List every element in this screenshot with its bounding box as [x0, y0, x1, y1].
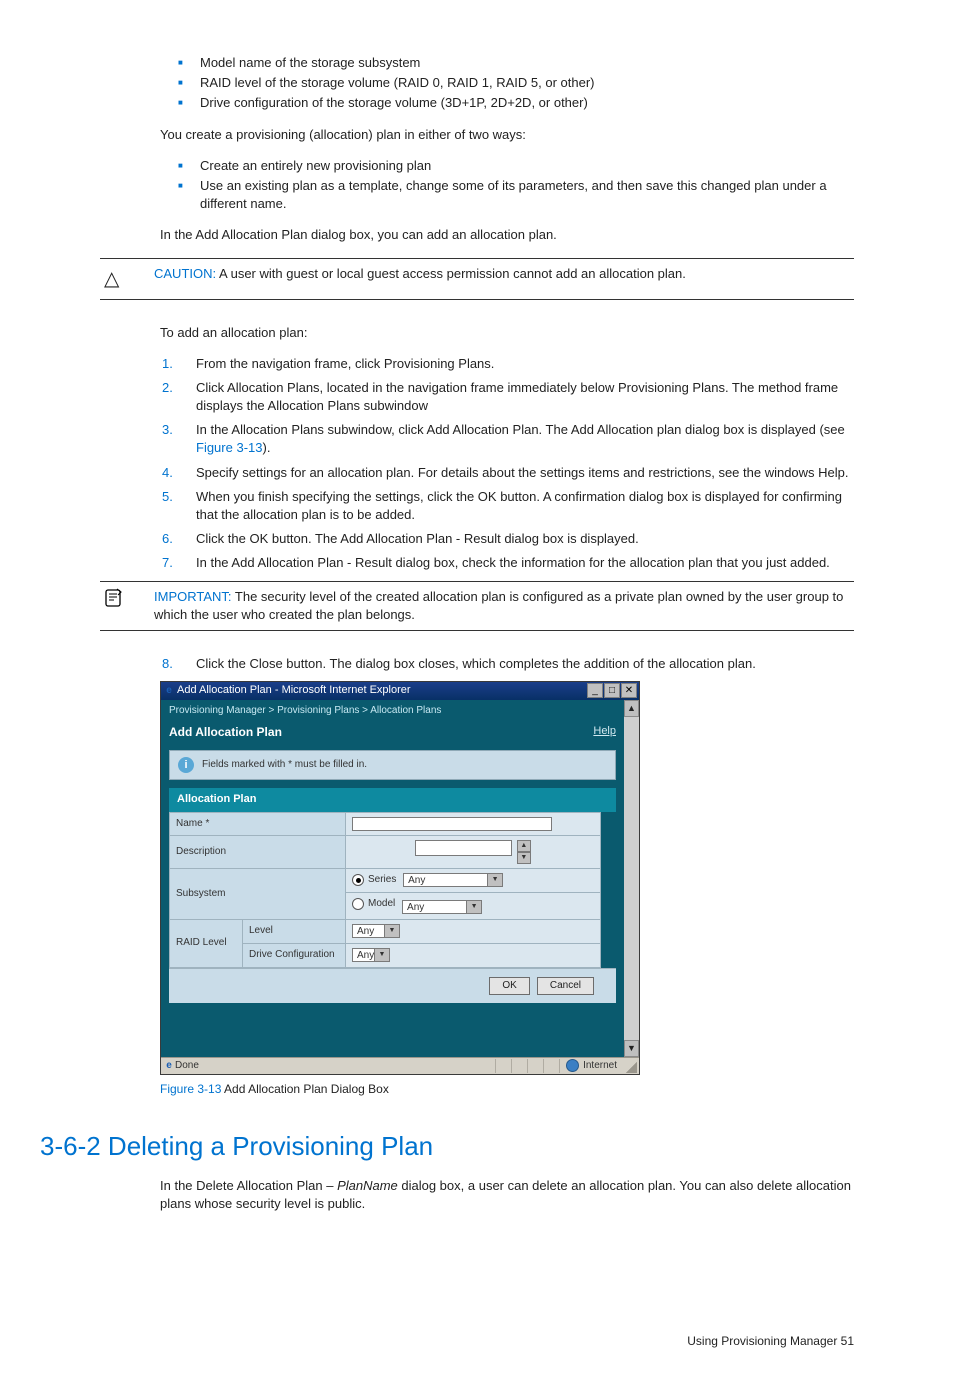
info-text: Fields marked with * must be filled in.	[202, 758, 367, 772]
label-level: Level	[243, 919, 346, 943]
radio-label: Series	[368, 873, 396, 887]
ie-logo-icon: e	[163, 685, 175, 697]
important-text: IMPORTANT: The security level of the cre…	[154, 588, 854, 624]
step-item: Click Allocation Plans, located in the n…	[196, 379, 854, 415]
status-cells	[495, 1059, 559, 1073]
series-dropdown[interactable]: Any	[403, 873, 503, 887]
step-text: ).	[262, 440, 270, 455]
description-input[interactable]	[415, 840, 512, 856]
scroll-track[interactable]	[624, 717, 639, 1040]
important-label: IMPORTANT:	[154, 589, 232, 604]
figure-number: Figure 3-13	[160, 1082, 221, 1096]
step-item: When you finish specifying the settings,…	[196, 488, 854, 524]
bullet-item: Create an entirely new provisioning plan	[200, 157, 854, 175]
window-client-area: ▲ ▼ Provisioning Manager > Provisioning …	[161, 700, 639, 1057]
help-link[interactable]: Help	[593, 724, 616, 741]
figure-caption: Figure 3-13 Add Allocation Plan Dialog B…	[160, 1081, 854, 1098]
vertical-scrollbar[interactable]: ▲ ▼	[624, 700, 639, 1057]
section-heading: 3-6-2 Deleting a Provisioning Plan	[40, 1128, 854, 1164]
status-text: Done	[175, 1059, 199, 1073]
status-bar: e Done Internet	[161, 1057, 639, 1074]
step-item: Click the OK button. The Add Allocation …	[196, 530, 854, 548]
caution-text: CAUTION: A user with guest or local gues…	[154, 265, 854, 283]
textarea-scroll[interactable]: ▲▼	[517, 840, 531, 864]
steps-list: From the navigation frame, click Provisi…	[160, 355, 854, 573]
globe-icon	[566, 1059, 579, 1072]
step-text: In the Allocation Plans subwindow, click…	[196, 422, 845, 437]
page-footer: Using Provisioning Manager 51	[100, 1333, 854, 1350]
radio-label: Model	[368, 897, 395, 911]
drivecfg-dropdown[interactable]: Any	[352, 948, 390, 962]
ok-button[interactable]: OK	[489, 977, 529, 995]
note-icon	[100, 588, 154, 615]
page-title: Add Allocation Plan	[169, 724, 282, 741]
bullet-item: Use an existing plan as a template, chan…	[200, 177, 854, 213]
close-button[interactable]: ✕	[621, 683, 637, 698]
figure-screenshot: e Add Allocation Plan - Microsoft Intern…	[160, 681, 854, 1075]
breadcrumb: Provisioning Manager > Provisioning Plan…	[161, 700, 624, 720]
name-input[interactable]	[352, 817, 552, 831]
figure-caption-text: Add Allocation Plan Dialog Box	[221, 1082, 388, 1096]
body-text: To add an allocation plan:	[160, 324, 854, 342]
label-subsystem: Subsystem	[170, 868, 346, 919]
scroll-up-icon[interactable]: ▲	[624, 700, 639, 717]
section-header: Allocation Plan	[169, 788, 616, 811]
caution-callout: △ CAUTION: A user with guest or local gu…	[100, 258, 854, 300]
step-item: In the Allocation Plans subwindow, click…	[196, 421, 854, 457]
label-raid: RAID Level	[170, 919, 243, 967]
empty-area	[169, 1003, 616, 1057]
bullet-item: Drive configuration of the storage volum…	[200, 94, 854, 112]
bullet-item: RAID level of the storage volume (RAID 0…	[200, 74, 854, 92]
info-bar: i Fields marked with * must be filled in…	[169, 750, 616, 780]
window-titlebar: e Add Allocation Plan - Microsoft Intern…	[161, 682, 639, 699]
series-radio[interactable]: Series	[352, 873, 396, 887]
label-drivecfg: Drive Configuration	[243, 943, 346, 967]
model-dropdown[interactable]: Any	[402, 900, 482, 914]
ie-window: e Add Allocation Plan - Microsoft Intern…	[160, 681, 640, 1075]
step-item: Click the Close button. The dialog box c…	[196, 655, 854, 673]
label-description: Description	[170, 835, 346, 868]
step-item: Specify settings for an allocation plan.…	[196, 464, 854, 482]
bullet-item: Model name of the storage subsystem	[200, 54, 854, 72]
scroll-down-icon[interactable]: ▼	[624, 1040, 639, 1057]
zone-text: Internet	[583, 1059, 617, 1073]
security-zone: Internet	[559, 1059, 623, 1073]
step-item: In the Add Allocation Plan - Result dial…	[196, 554, 854, 572]
ie-logo-icon: e	[163, 1060, 175, 1072]
step-item: From the navigation frame, click Provisi…	[196, 355, 854, 373]
important-body-text: The security level of the created alloca…	[154, 589, 843, 622]
figure-xref-link[interactable]: Figure 3-13	[196, 440, 262, 455]
caution-body-text: A user with guest or local guest access …	[216, 266, 686, 281]
info-icon: i	[178, 757, 194, 773]
level-dropdown[interactable]: Any	[352, 924, 400, 938]
ways-bullet-list: Create an entirely new provisioning plan…	[160, 157, 854, 214]
button-row: OK Cancel	[169, 968, 616, 1003]
maximize-button[interactable]: □	[604, 683, 620, 698]
label-name: Name *	[170, 812, 346, 835]
resize-grip-icon[interactable]	[623, 1059, 637, 1073]
window-title: Add Allocation Plan - Microsoft Internet…	[175, 683, 586, 698]
intro-bullet-list: Model name of the storage subsystem RAID…	[160, 54, 854, 113]
caution-icon: △	[100, 265, 154, 293]
caution-label: CAUTION:	[154, 266, 216, 281]
planname-placeholder: PlanName	[337, 1178, 398, 1193]
important-callout: IMPORTANT: The security level of the cre…	[100, 581, 854, 631]
body-text: You create a provisioning (allocation) p…	[160, 126, 854, 144]
model-radio[interactable]: Model	[352, 897, 395, 911]
body-text: In the Delete Allocation Plan – PlanName…	[160, 1177, 854, 1213]
minimize-button[interactable]: _	[587, 683, 603, 698]
body-text-fragment: In the Delete Allocation Plan –	[160, 1178, 337, 1193]
steps-list-continued: Click the Close button. The dialog box c…	[160, 655, 854, 673]
form-table: Name * Description ▲▼ Subsystem	[169, 812, 601, 968]
cancel-button[interactable]: Cancel	[537, 977, 594, 995]
body-text: In the Add Allocation Plan dialog box, y…	[160, 226, 854, 244]
